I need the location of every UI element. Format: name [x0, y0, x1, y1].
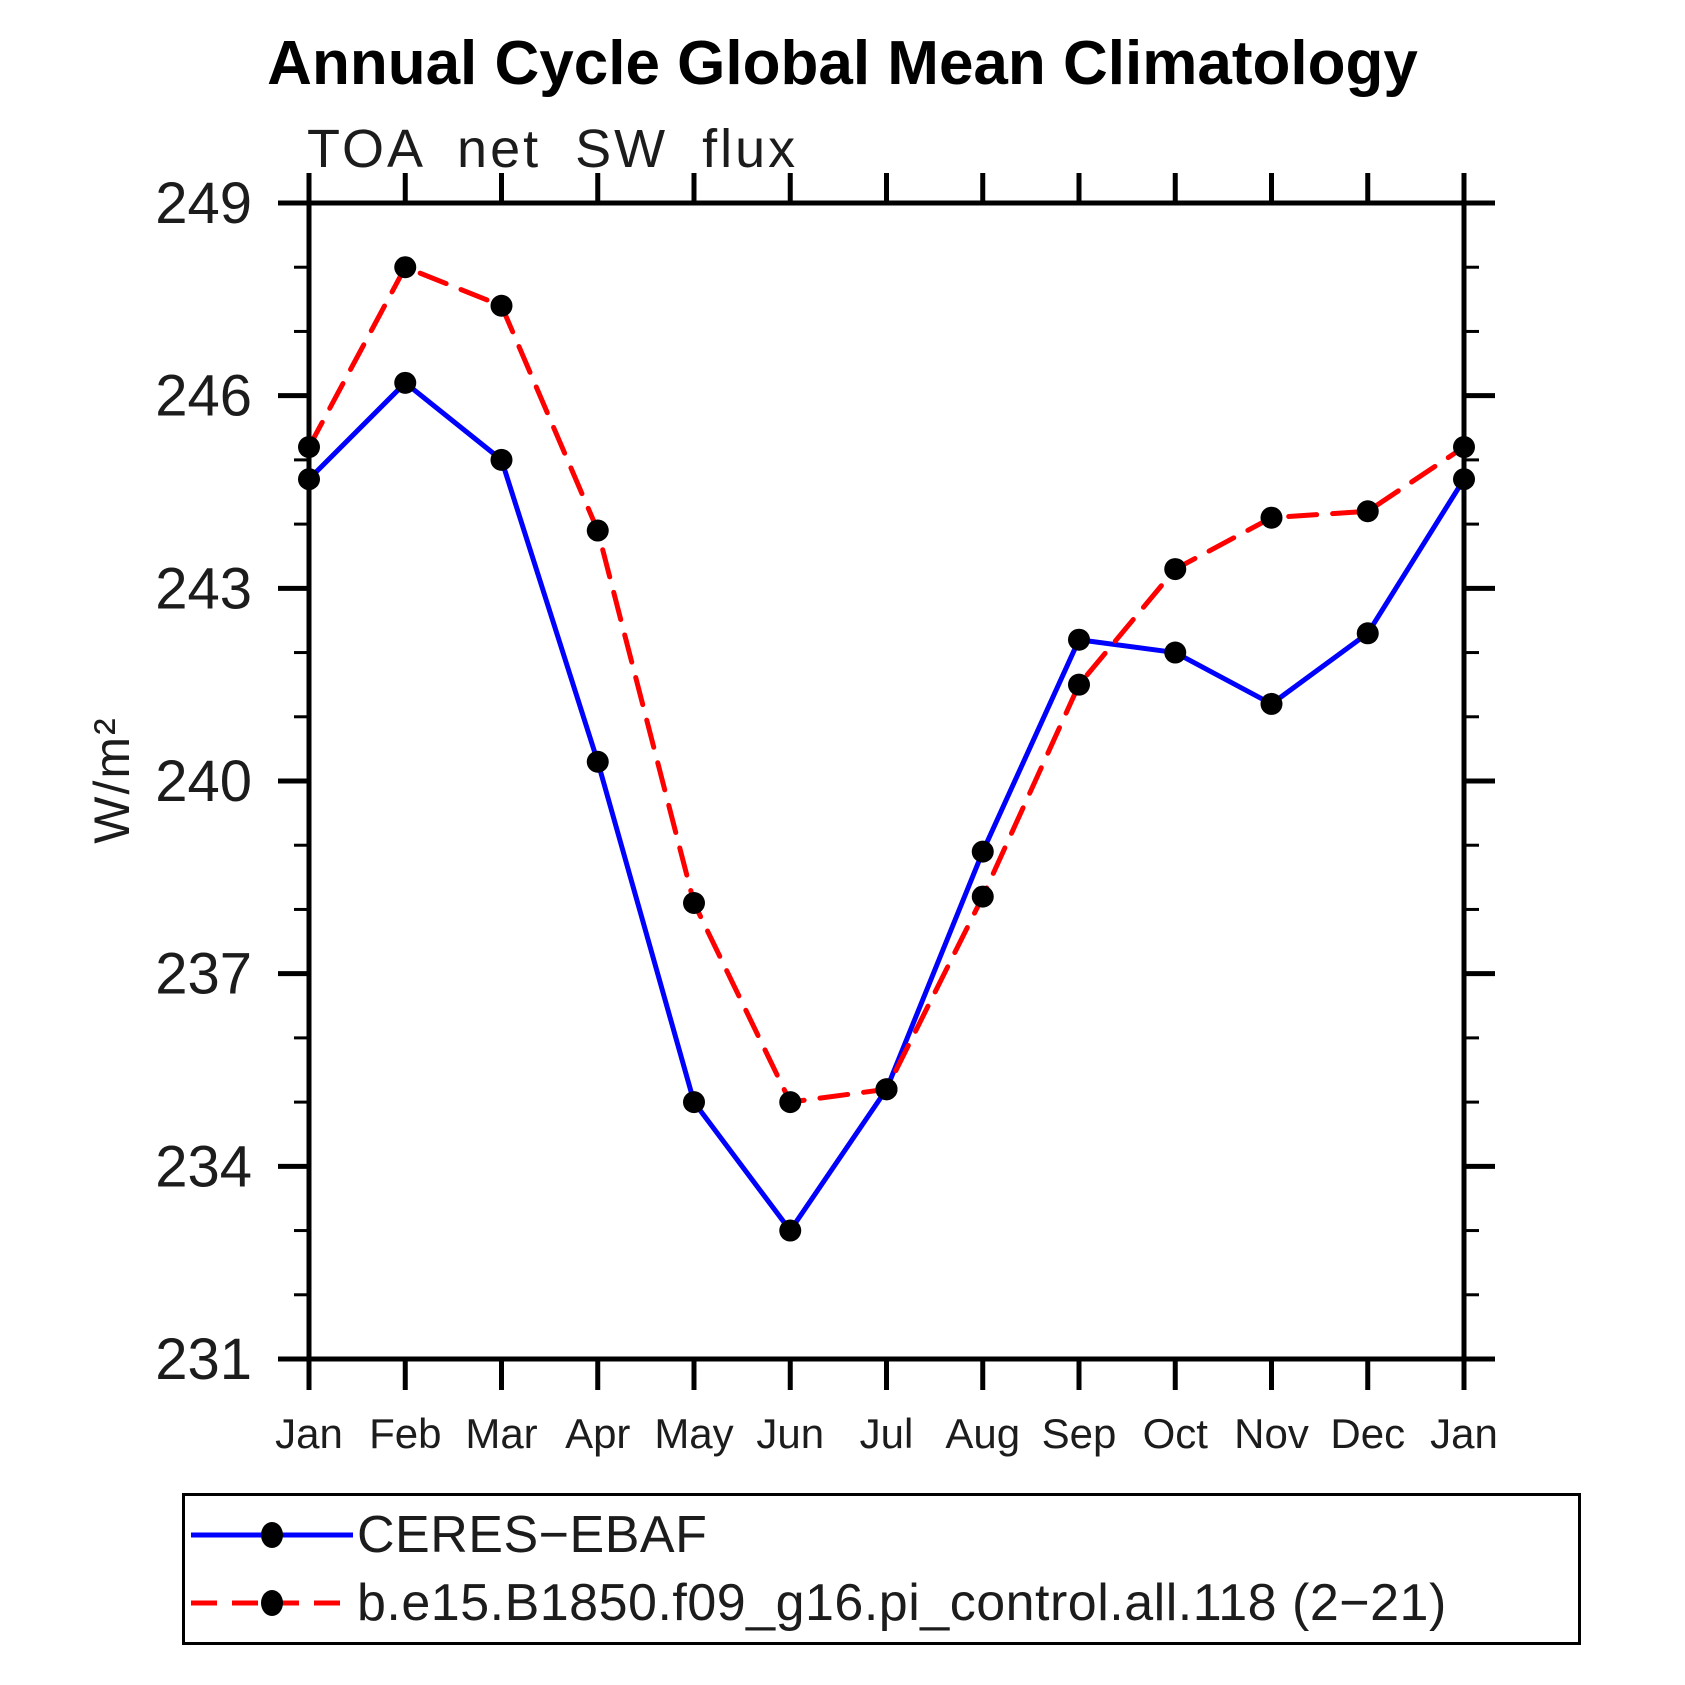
- data-point-marker: [1164, 558, 1187, 581]
- x-month-label: Jan: [1430, 1410, 1498, 1457]
- data-point-marker: [779, 1091, 802, 1114]
- series-line-0: [306, 380, 1467, 1234]
- x-month-label: Feb: [369, 1410, 441, 1457]
- y-tick-label: 249: [155, 171, 252, 236]
- data-point-marker: [779, 1219, 802, 1242]
- data-point-marker: [490, 448, 513, 471]
- plot-box: [306, 200, 1467, 1362]
- data-point-marker: [971, 885, 994, 908]
- data-point-marker: [1356, 622, 1379, 645]
- legend-label-model: b.e15.B1850.f09_g16.pi_control.all.118 (…: [357, 1574, 1447, 1632]
- chart-subtitle: TOA net SW flux: [307, 119, 799, 179]
- x-month-label: Dec: [1330, 1410, 1405, 1457]
- data-point-marker: [298, 468, 320, 491]
- data-point-marker: [1356, 500, 1379, 523]
- x-month-label: Aug: [945, 1410, 1020, 1457]
- data-point-marker: [1164, 641, 1187, 664]
- y-tick-label: 231: [155, 1327, 252, 1392]
- data-point-marker: [971, 840, 994, 863]
- data-point-marker: [875, 1078, 898, 1101]
- x-month-label: Jul: [860, 1410, 914, 1457]
- data-point-marker: [1260, 692, 1283, 715]
- legend: CERES−EBAF b.e15.B1850.f09_g16.pi_contro…: [182, 1493, 1581, 1645]
- data-point-marker: [298, 436, 320, 459]
- data-point-marker: [1453, 436, 1475, 459]
- x-month-label: Apr: [565, 1410, 630, 1457]
- data-point-marker: [394, 371, 417, 394]
- legend-item-model: b.e15.B1850.f09_g16.pi_control.all.118 (…: [185, 1568, 1447, 1638]
- series-line-1: [306, 264, 1467, 1105]
- y-tick-label: 246: [155, 364, 252, 429]
- x-month-label: Nov: [1234, 1410, 1309, 1457]
- data-point-marker: [586, 750, 609, 773]
- x-month-label: Jan: [275, 1410, 343, 1457]
- data-point-marker: [1260, 506, 1283, 529]
- y-tick-label: 240: [155, 749, 252, 814]
- chart-title: Annual Cycle Global Mean Climatology: [267, 29, 1418, 98]
- y-tick-label: 237: [155, 942, 252, 1007]
- data-point-marker: [490, 294, 513, 317]
- legend-line-sample-ceres: [191, 1522, 353, 1548]
- data-point-marker: [1453, 468, 1475, 491]
- legend-marker: [261, 1590, 283, 1616]
- legend-label-ceres: CERES−EBAF: [357, 1506, 708, 1564]
- legend-marker: [261, 1522, 283, 1548]
- data-point-marker: [683, 892, 705, 915]
- legend-item-ceres: CERES−EBAF: [185, 1500, 707, 1570]
- x-month-label: May: [654, 1410, 733, 1457]
- legend-line-sample-model: [191, 1590, 353, 1616]
- x-month-label: Oct: [1143, 1410, 1209, 1457]
- x-month-label: Jun: [756, 1410, 824, 1457]
- data-point-marker: [1068, 673, 1090, 696]
- x-month-label: Mar: [465, 1410, 537, 1457]
- data-point-marker: [683, 1091, 705, 1114]
- y-tick-label: 234: [155, 1134, 252, 1199]
- data-point-marker: [586, 519, 609, 542]
- x-month-label: Sep: [1042, 1410, 1117, 1457]
- y-tick-label: 243: [155, 556, 252, 621]
- data-point-marker: [394, 256, 417, 279]
- data-point-marker: [1068, 628, 1090, 651]
